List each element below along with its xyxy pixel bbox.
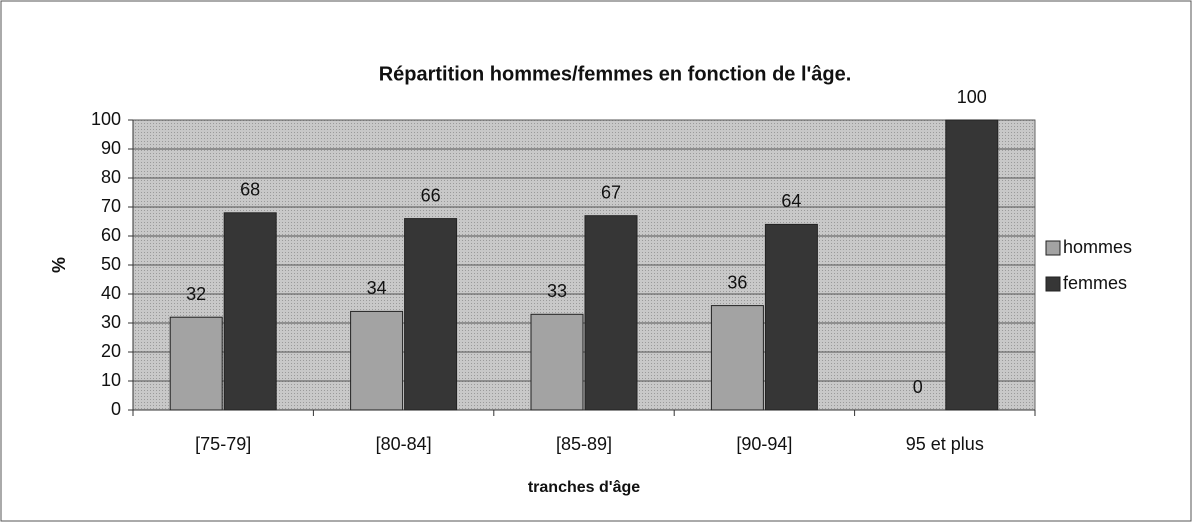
chart-title: Répartition hommes/femmes en fonction de… [379,63,852,85]
data-label: 32 [186,284,206,304]
y-tick-label: 60 [101,225,121,245]
legend-label: femmes [1063,273,1127,293]
bar [710,305,764,411]
legend [1038,228,1188,300]
x-tick-label: [80-84] [376,434,432,454]
data-label: 68 [240,180,260,200]
y-tick-label: 50 [101,254,121,274]
bar [350,310,404,411]
x-tick-label: [90-94] [736,434,792,454]
data-label: 33 [547,281,567,301]
data-label: 100 [957,87,987,107]
x-axis-label: tranches d'âge [528,479,640,496]
y-tick-label: 40 [101,283,121,303]
y-tick-label: 100 [91,109,121,129]
data-label: 66 [421,185,441,205]
bar [223,212,277,411]
x-tick-label: [75-79] [195,434,251,454]
bar [764,223,818,411]
y-tick-label: 70 [101,196,121,216]
bar [530,313,584,411]
data-label: 36 [727,272,747,292]
bar [584,215,638,411]
legend-label: hommes [1063,237,1132,257]
data-label: 67 [601,182,621,202]
y-tick-label: 0 [111,399,121,419]
legend-swatch [1045,240,1061,256]
y-tick-label: 90 [101,138,121,158]
data-label: 64 [781,191,801,211]
x-tick-label: [85-89] [556,434,612,454]
y-axis-label: % [49,257,69,273]
y-tick-label: 10 [101,370,121,390]
x-tick-label: 95 et plus [906,434,984,454]
y-tick-label: 80 [101,167,121,187]
bar [945,119,999,411]
bar [404,218,458,411]
data-label: 0 [913,377,923,397]
y-tick-label: 30 [101,312,121,332]
legend-swatch [1045,276,1061,292]
data-label: 34 [367,278,387,298]
bar [169,316,223,411]
y-tick-label: 20 [101,341,121,361]
